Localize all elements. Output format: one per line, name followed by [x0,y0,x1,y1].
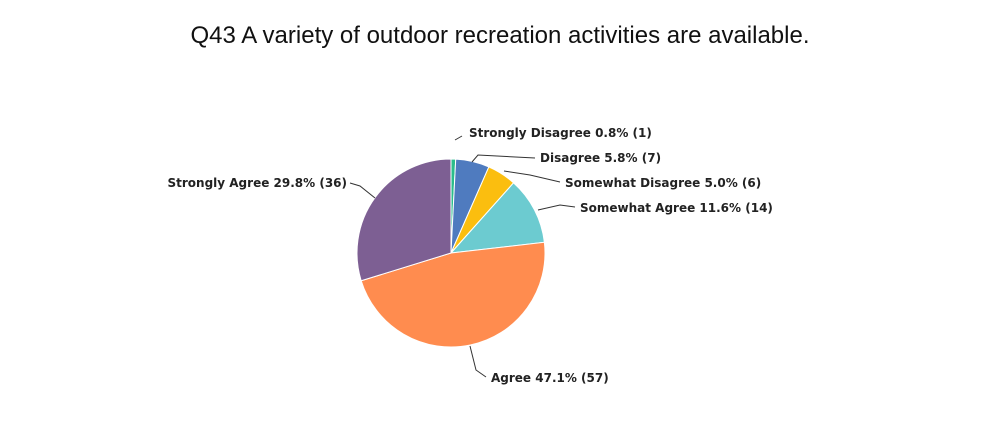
chart-title: Q43 A variety of outdoor recreation acti… [190,22,810,49]
pie-slice-somewhat-agree [449,182,545,254]
pie-slice-agree [360,241,546,348]
slice-labels: Strongly Disagree 0.8% (1) Disagree 5.8% … [167,126,772,385]
slice-label: Strongly Disagree 0.8% (1) [469,126,652,140]
pie-slices [356,158,546,348]
leader-line [537,204,576,211]
leader-line [454,135,463,141]
leader-line [349,182,376,199]
pie-slice-strongly-agree [356,158,452,282]
leader-line [469,345,487,378]
leader-line [471,154,536,163]
leader-line [503,170,561,183]
leader-lines [349,135,576,378]
slice-label: Agree 47.1% (57) [491,371,609,385]
slice-label: Strongly Agree 29.8% (36) [167,176,347,190]
slice-label: Somewhat Disagree 5.0% (6) [565,176,761,190]
slice-label: Somewhat Agree 11.6% (14) [580,201,773,215]
slice-label: Disagree 5.8% (7) [540,151,661,165]
